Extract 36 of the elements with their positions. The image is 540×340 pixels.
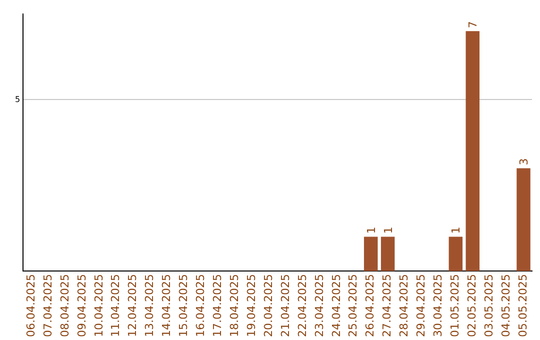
x-tick-label: 04.05.2025 [499, 274, 512, 338]
x-tick-label: 05.05.2025 [516, 274, 530, 338]
data-label: 1 [382, 226, 395, 234]
x-tick-label: 11.04.2025 [109, 274, 122, 338]
x-tick-label: 25.04.2025 [346, 274, 360, 338]
x-tick-label: 28.04.2025 [398, 274, 411, 338]
x-tick-label: 29.04.2025 [414, 274, 428, 338]
x-tick-label: 23.04.2025 [312, 274, 326, 338]
x-tick-label: 02.05.2025 [465, 274, 478, 338]
x-tick-label: 16.04.2025 [194, 274, 208, 338]
x-tick-label: 07.04.2025 [41, 274, 54, 338]
x-tick-label: 22.04.2025 [296, 274, 309, 338]
data-label: 1 [364, 226, 378, 234]
data-label: 3 [518, 158, 531, 166]
data-label: 1 [450, 226, 463, 234]
x-tick-label: 19.04.2025 [244, 274, 258, 338]
x-tick-label: 09.04.2025 [75, 274, 88, 338]
x-tick-label: 15.04.2025 [177, 274, 190, 338]
x-tick-label: 08.04.2025 [58, 274, 72, 338]
x-tick-label: 12.04.2025 [126, 274, 140, 338]
x-tick-label: 17.04.2025 [211, 274, 224, 338]
x-tick-label: 21.04.2025 [278, 274, 292, 338]
x-tick-label: 13.04.2025 [143, 274, 156, 338]
data-label: 7 [466, 21, 480, 28]
x-tick-label: 06.04.2025 [24, 274, 38, 338]
x-tick-label: 27.04.2025 [380, 274, 394, 338]
x-tick-label: 14.04.2025 [160, 274, 174, 338]
x-tick-label: 01.05.2025 [448, 274, 462, 338]
x-tick-label: 30.04.2025 [432, 274, 445, 338]
x-tick-label: 10.04.2025 [92, 274, 106, 338]
x-tick-label: 24.04.2025 [330, 274, 343, 338]
y-tick-label: 5 [14, 94, 20, 104]
x-tick-label: 26.04.2025 [364, 274, 377, 338]
x-tick-label: 20.04.2025 [262, 274, 275, 338]
x-tick-label: 03.05.2025 [482, 274, 496, 338]
x-tick-label: 18.04.2025 [228, 274, 241, 338]
